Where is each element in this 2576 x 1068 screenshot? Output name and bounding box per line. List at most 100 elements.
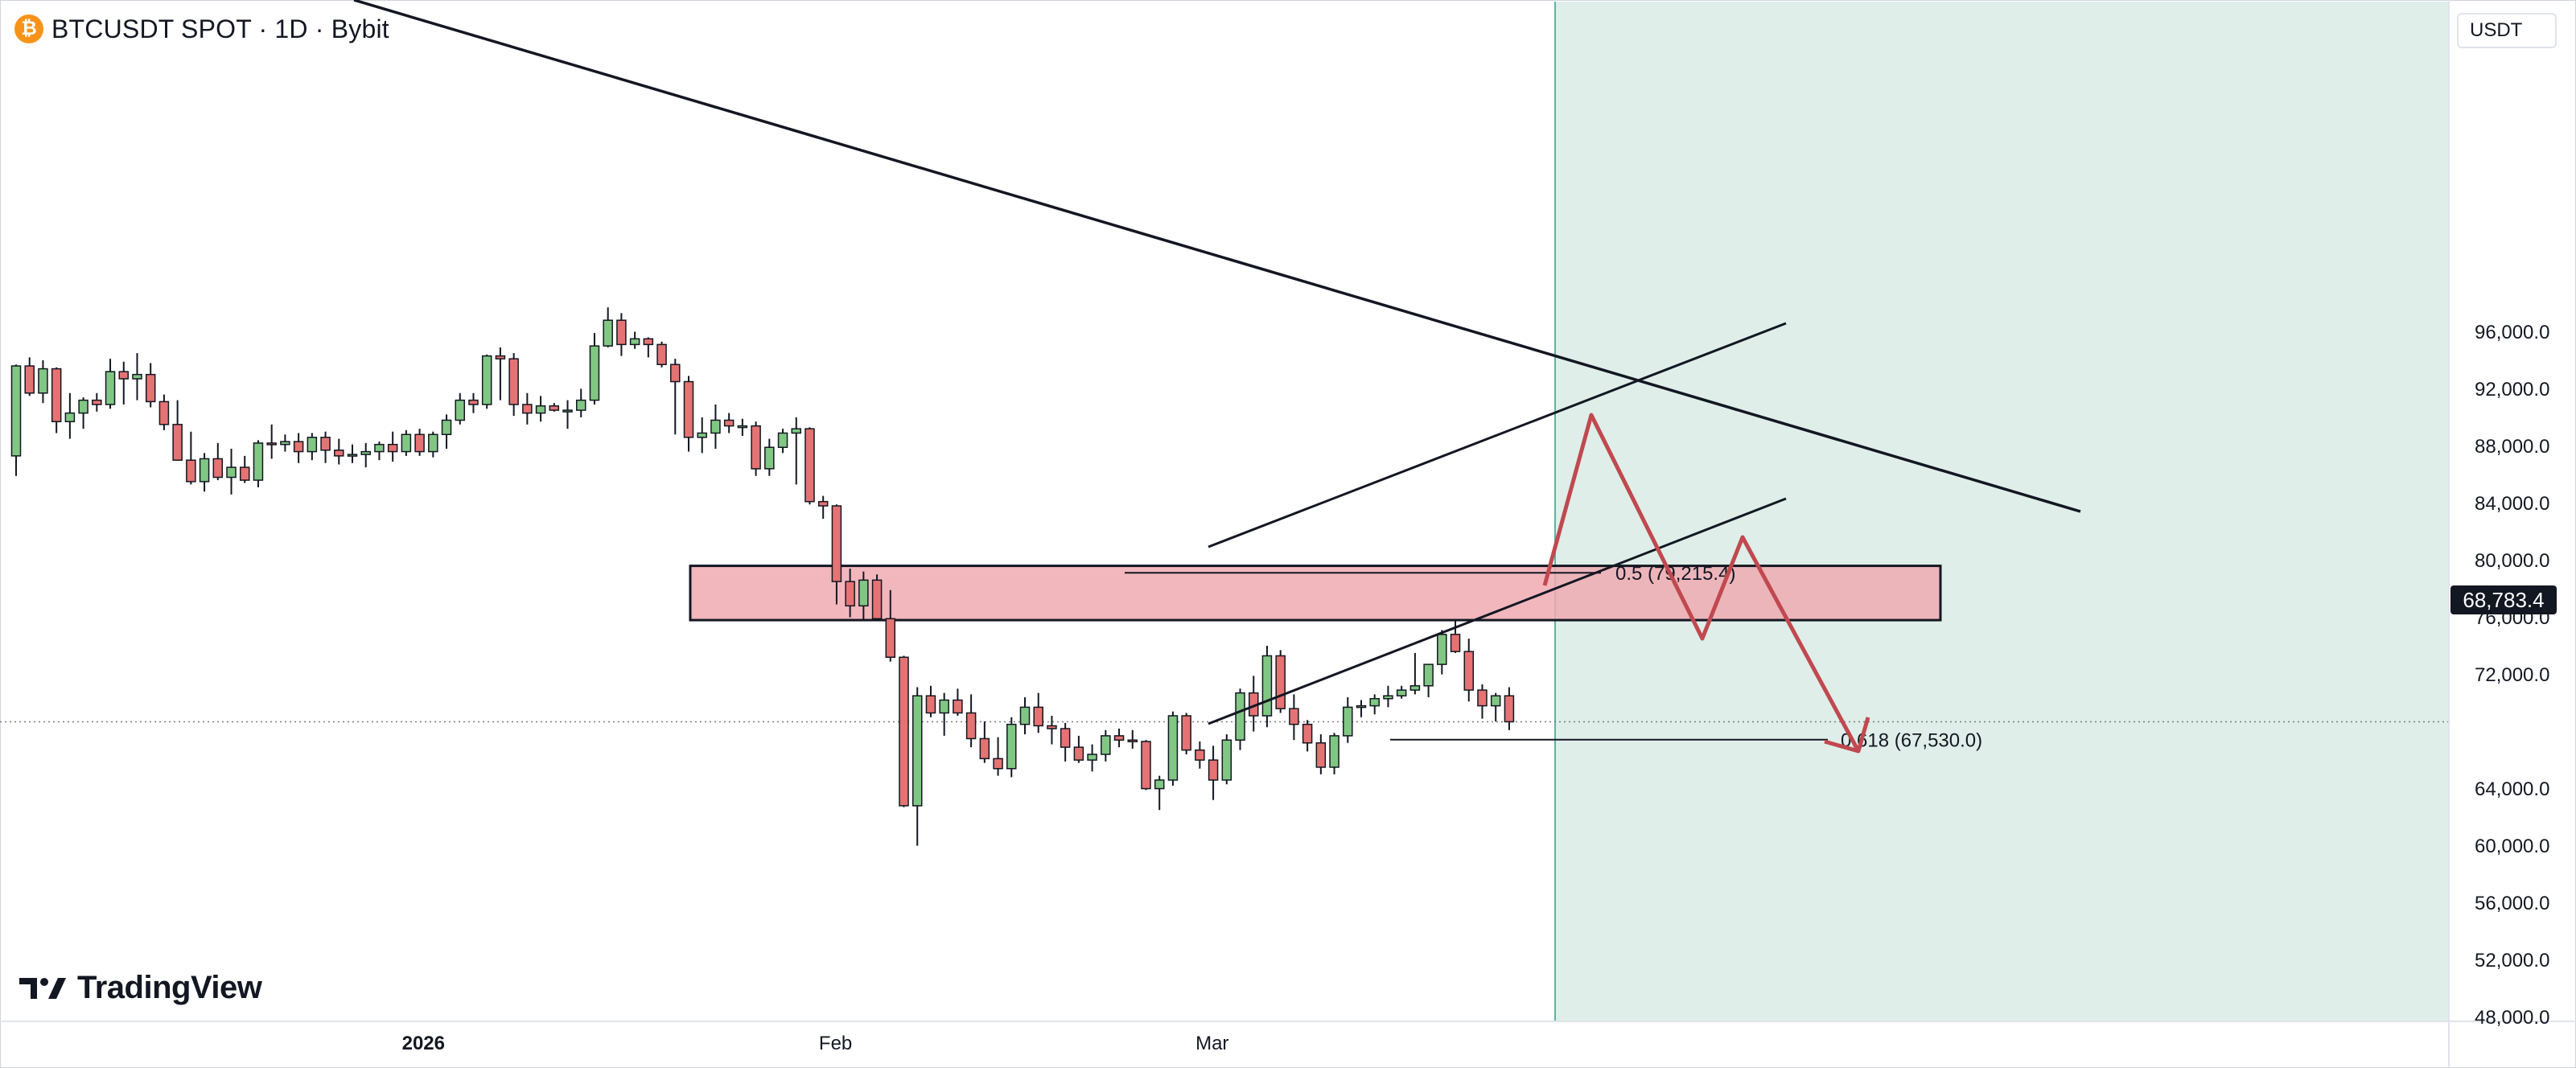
candle[interactable] bbox=[293, 433, 304, 463]
candle[interactable] bbox=[1208, 746, 1219, 800]
symbol-title[interactable]: BTCUSDT SPOT · 1D · Bybit bbox=[51, 14, 389, 43]
candle[interactable] bbox=[1006, 717, 1017, 778]
candle[interactable] bbox=[1302, 720, 1313, 752]
candle[interactable] bbox=[92, 392, 102, 412]
candle[interactable] bbox=[239, 455, 250, 483]
candle[interactable] bbox=[508, 353, 519, 417]
candle[interactable] bbox=[495, 347, 506, 400]
candle[interactable] bbox=[603, 307, 613, 347]
candle[interactable] bbox=[939, 692, 949, 736]
candle[interactable] bbox=[1127, 729, 1138, 749]
candle[interactable] bbox=[993, 737, 1003, 776]
candle[interactable] bbox=[1356, 700, 1367, 717]
candle[interactable] bbox=[777, 429, 788, 454]
candle[interactable] bbox=[387, 431, 398, 462]
candle[interactable] bbox=[186, 431, 196, 485]
candle[interactable] bbox=[1033, 692, 1043, 733]
channel-upper-line[interactable] bbox=[1208, 322, 1787, 548]
candle[interactable] bbox=[118, 361, 130, 405]
candle[interactable] bbox=[145, 363, 156, 408]
candle[interactable] bbox=[212, 442, 224, 481]
candle[interactable] bbox=[1047, 716, 1057, 745]
candle[interactable] bbox=[468, 392, 479, 413]
candle[interactable] bbox=[1289, 694, 1299, 741]
candle[interactable] bbox=[428, 431, 438, 458]
candle[interactable] bbox=[549, 403, 560, 412]
candle[interactable] bbox=[1315, 734, 1327, 774]
candle[interactable] bbox=[253, 440, 264, 487]
candle[interactable] bbox=[64, 392, 76, 439]
candle[interactable] bbox=[158, 394, 170, 430]
candle[interactable] bbox=[1141, 740, 1151, 791]
candle[interactable] bbox=[347, 444, 358, 463]
candle[interactable] bbox=[10, 364, 22, 476]
candle[interactable] bbox=[683, 376, 694, 452]
candle[interactable] bbox=[1073, 735, 1084, 763]
candle[interactable] bbox=[132, 353, 142, 400]
candle[interactable] bbox=[414, 429, 425, 456]
candle[interactable] bbox=[1195, 741, 1205, 769]
candle[interactable] bbox=[845, 569, 855, 618]
candle[interactable] bbox=[858, 571, 869, 621]
candle[interactable] bbox=[764, 438, 775, 476]
candle[interactable] bbox=[1369, 694, 1380, 715]
candle[interactable] bbox=[1181, 713, 1191, 754]
candle[interactable] bbox=[723, 413, 735, 433]
candle[interactable] bbox=[455, 392, 466, 425]
candle[interactable] bbox=[710, 404, 721, 450]
candle[interactable] bbox=[522, 392, 533, 425]
candle[interactable] bbox=[885, 589, 896, 662]
candle[interactable] bbox=[616, 313, 627, 356]
candle[interactable] bbox=[562, 400, 573, 429]
candle[interactable] bbox=[226, 449, 237, 495]
candle[interactable] bbox=[266, 424, 277, 459]
candle[interactable] bbox=[172, 400, 183, 461]
candle[interactable] bbox=[1113, 729, 1125, 748]
candle[interactable] bbox=[334, 438, 344, 465]
candle[interactable] bbox=[831, 504, 842, 605]
candle[interactable] bbox=[535, 396, 546, 422]
candle[interactable] bbox=[1409, 652, 1421, 695]
candle[interactable] bbox=[1060, 722, 1071, 762]
symbol-header[interactable]: ₿ BTCUSDT SPOT · 1D · Bybit bbox=[14, 11, 389, 47]
candle[interactable] bbox=[320, 431, 331, 463]
candle[interactable] bbox=[589, 333, 600, 405]
candle[interactable] bbox=[1463, 639, 1475, 702]
candle[interactable] bbox=[1450, 620, 1461, 653]
candle[interactable] bbox=[441, 414, 452, 450]
candle[interactable] bbox=[911, 687, 923, 846]
candle[interactable] bbox=[791, 417, 802, 485]
candle[interactable] bbox=[1490, 692, 1501, 722]
candle[interactable] bbox=[629, 331, 640, 349]
candle[interactable] bbox=[199, 453, 210, 492]
candle[interactable] bbox=[24, 357, 35, 396]
candle[interactable] bbox=[105, 359, 116, 409]
channel-lower-line[interactable] bbox=[1208, 497, 1787, 725]
candle[interactable] bbox=[1087, 744, 1097, 772]
candle[interactable] bbox=[1383, 685, 1393, 708]
candle[interactable] bbox=[670, 359, 681, 435]
candle[interactable] bbox=[1235, 688, 1245, 750]
candle[interactable] bbox=[899, 655, 909, 807]
candle[interactable] bbox=[1343, 696, 1353, 743]
candle[interactable] bbox=[643, 337, 654, 358]
candle[interactable] bbox=[360, 442, 371, 468]
candle[interactable] bbox=[751, 421, 761, 476]
candle[interactable] bbox=[979, 721, 990, 763]
candle[interactable] bbox=[1261, 646, 1273, 728]
candle[interactable] bbox=[656, 341, 667, 368]
candle[interactable] bbox=[697, 417, 707, 454]
candle[interactable] bbox=[280, 434, 290, 452]
supply-zone[interactable] bbox=[689, 565, 1942, 622]
candle[interactable] bbox=[965, 694, 977, 748]
descending-trendline[interactable] bbox=[353, 0, 2081, 513]
candle[interactable] bbox=[925, 685, 936, 717]
candle[interactable] bbox=[481, 354, 492, 409]
candle[interactable] bbox=[1423, 663, 1434, 697]
candle[interactable] bbox=[1477, 684, 1488, 719]
tradingview-logo[interactable]: TradingView bbox=[19, 970, 262, 1006]
candle[interactable] bbox=[401, 429, 412, 456]
candle[interactable] bbox=[1248, 676, 1259, 732]
candle[interactable] bbox=[953, 688, 963, 717]
candle[interactable] bbox=[51, 367, 62, 433]
